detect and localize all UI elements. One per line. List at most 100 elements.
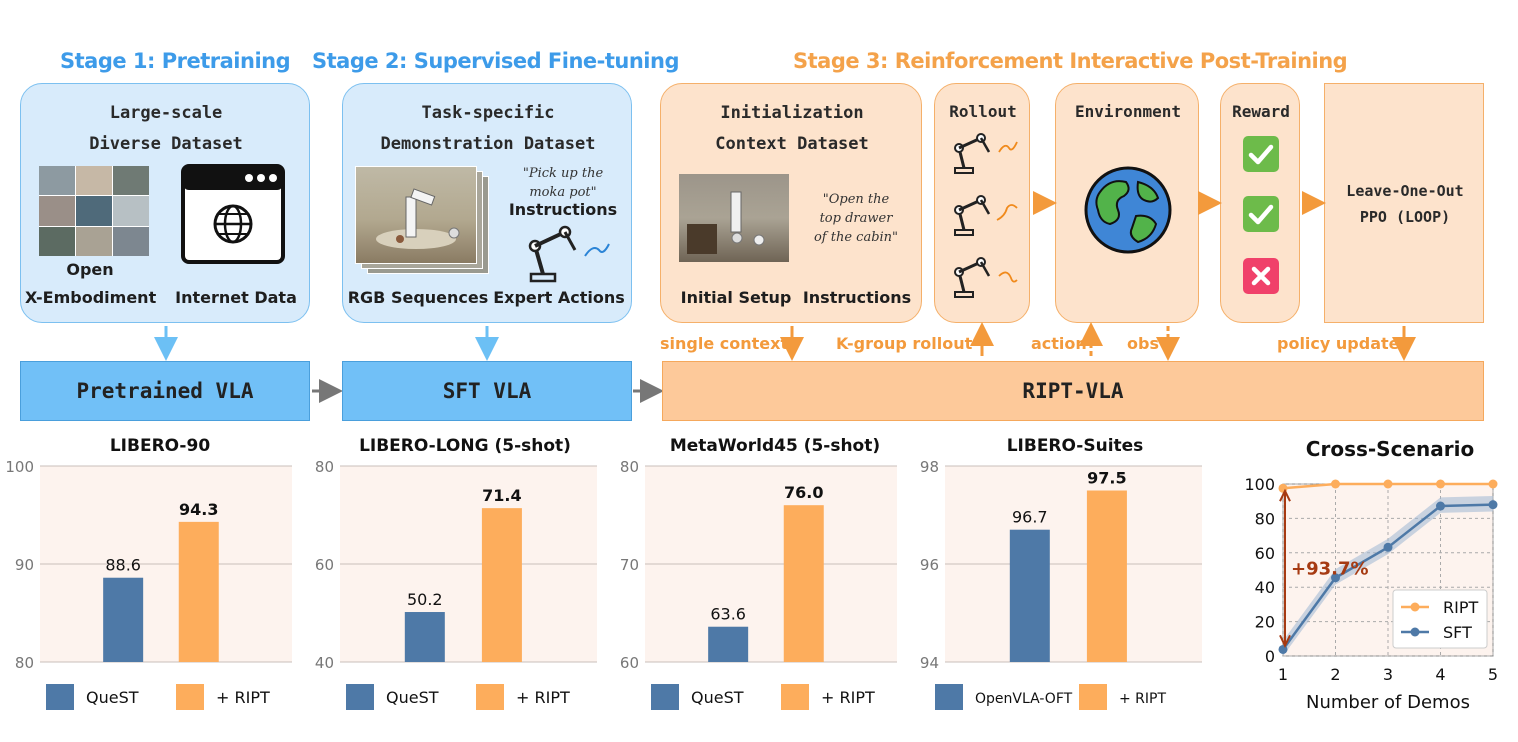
rgb-frame-front bbox=[355, 166, 477, 264]
bar bbox=[1009, 529, 1050, 662]
bar bbox=[783, 505, 824, 662]
legend-marker bbox=[1410, 627, 1420, 637]
data-point bbox=[1278, 644, 1288, 654]
gain-arrow-head-bottom bbox=[1279, 634, 1291, 648]
internet-browser-icon bbox=[181, 164, 285, 264]
y-tick-label: 70 bbox=[620, 556, 639, 574]
bar bbox=[103, 577, 144, 662]
policy-update-label: policy update bbox=[1277, 334, 1400, 353]
x-tick-label: 1 bbox=[1278, 665, 1288, 684]
k-group-rollout-label: K-group rollout bbox=[836, 334, 973, 353]
legend-marker bbox=[1410, 602, 1420, 612]
robot-arm-scene-icon bbox=[687, 191, 765, 254]
ript-vla-box: RIPT-VLA bbox=[662, 361, 1484, 421]
pretrained-vla-box: Pretrained VLA bbox=[20, 361, 310, 421]
data-point bbox=[1383, 542, 1393, 552]
legend-label: QueST bbox=[691, 688, 744, 707]
init-context-panel: Initialization Context Dataset "Open the… bbox=[660, 83, 922, 323]
loop-panel: Leave-One-Out PPO (LOOP) bbox=[1324, 83, 1484, 323]
loop-label-line1: Leave-One-Out bbox=[1346, 182, 1464, 200]
stage2-instructions-label: Instructions bbox=[508, 200, 618, 219]
open-x-caption-line1: Open bbox=[66, 260, 114, 279]
stage2-panel-title-line2: Demonstration Dataset bbox=[380, 134, 596, 154]
reward-panel: Reward bbox=[1220, 83, 1300, 323]
chart-svg: 40 60 80 50.2 71.4 QueST + RIPT bbox=[315, 458, 597, 710]
open-x-caption-line2: X-Embodiment bbox=[25, 288, 157, 307]
chart-svg: 60 70 80 63.6 76.0 QueST + RIPT bbox=[620, 458, 897, 710]
legend-swatch bbox=[176, 684, 204, 710]
data-point bbox=[1383, 479, 1393, 489]
internet-data-caption: Internet Data bbox=[175, 288, 297, 307]
x-tick-label: 2 bbox=[1330, 665, 1340, 684]
y-tick-label: 96 bbox=[920, 556, 939, 574]
loop-label-line2: PPO (LOOP) bbox=[1359, 208, 1451, 226]
bar bbox=[1086, 490, 1127, 662]
bar-chart-libero-long: LIBERO-LONG (5-shot) 40 60 80 50.2 71.4 QueST… bbox=[300, 430, 605, 742]
stage2-quote-line1: "Pick up the bbox=[522, 166, 604, 181]
expert-actions-caption: Expert Actions bbox=[493, 288, 625, 307]
bar bbox=[708, 626, 749, 662]
data-label: 88.6 bbox=[105, 556, 141, 575]
obs-label: obs bbox=[1127, 334, 1159, 353]
data-point bbox=[1331, 573, 1340, 583]
y-tick-label: 0 bbox=[1265, 647, 1275, 666]
x-tick-label: 4 bbox=[1435, 665, 1445, 684]
y-tick-label: 80 bbox=[15, 654, 34, 672]
legend-swatch bbox=[935, 684, 963, 710]
y-tick-label: 60 bbox=[1255, 544, 1275, 563]
legend-label: + RIPT bbox=[216, 688, 270, 707]
stage1-title: Stage 1: Pretraining bbox=[60, 49, 291, 73]
legend-label: QueST bbox=[86, 688, 139, 707]
earth-globe-icon bbox=[1084, 166, 1172, 254]
legend-swatch bbox=[476, 684, 504, 710]
single-context-label: single context bbox=[660, 334, 789, 353]
y-tick-label: 80 bbox=[620, 458, 639, 476]
legend-swatch bbox=[781, 684, 809, 710]
data-point bbox=[1488, 500, 1498, 510]
check-mark-icon bbox=[1243, 196, 1279, 232]
stage3-title: Stage 3: Reinforcement Interactive Post-… bbox=[793, 49, 1348, 73]
data-label: 97.5 bbox=[1087, 469, 1126, 488]
data-point bbox=[1331, 479, 1340, 489]
check-mark-icon bbox=[1243, 136, 1279, 172]
y-tick-label: 100 bbox=[5, 458, 34, 476]
legend-label: + RIPT bbox=[1119, 691, 1166, 707]
stage2-title: Stage 2: Supervised Fine-tuning bbox=[312, 49, 680, 73]
environment-label: Environment bbox=[1075, 102, 1181, 121]
data-label: 71.4 bbox=[482, 486, 521, 505]
init-instructions-caption: Instructions bbox=[802, 288, 912, 307]
chart-title: LIBERO-90 bbox=[109, 436, 211, 456]
cross-mark-icon bbox=[1243, 258, 1279, 294]
initial-setup-caption: Initial Setup bbox=[680, 288, 792, 307]
gain-arrow-head-top bbox=[1279, 488, 1291, 502]
reward-label: Reward bbox=[1232, 102, 1290, 121]
y-tick-label: 60 bbox=[315, 556, 334, 574]
rollout-label: Rollout bbox=[949, 102, 1017, 121]
bar-chart-metaworld45: MetaWorld45 (5-shot) 60 70 80 63.6 76.0 QueST… bbox=[605, 430, 905, 742]
data-label: 63.6 bbox=[710, 605, 746, 624]
y-tick-label: 40 bbox=[315, 654, 334, 672]
data-label: 50.2 bbox=[407, 590, 443, 609]
y-tick-label: 20 bbox=[1255, 613, 1275, 632]
y-tick-label: 90 bbox=[15, 556, 34, 574]
rollout-panel: Rollout bbox=[934, 83, 1030, 323]
bar-chart-libero-90: LIBERO-90 80 90 100 88.6 94.3 QueST + RIPT bbox=[0, 430, 300, 742]
rollout-robot-arms-icon bbox=[954, 133, 1018, 298]
line-chart-cross-scenario: Cross-Scenario 0 20 40 60 80 100 1 2 3 4 5 Number o… bbox=[1215, 430, 1518, 742]
legend-label: QueST bbox=[386, 688, 439, 707]
environment-panel: Environment bbox=[1055, 83, 1199, 323]
action-label: action bbox=[1031, 334, 1087, 353]
chart-title: LIBERO-Suites bbox=[1006, 436, 1144, 456]
legend-label: + RIPT bbox=[821, 688, 875, 707]
chart-title: LIBERO-LONG (5-shot) bbox=[359, 436, 571, 456]
x-tick-label: 5 bbox=[1488, 665, 1498, 684]
robot-arm-scene-icon bbox=[376, 188, 460, 249]
init-panel-title-line2: Context Dataset bbox=[715, 134, 869, 154]
gain-annotation: +93.7% bbox=[1291, 559, 1369, 580]
y-tick-label: 40 bbox=[1255, 578, 1275, 597]
chart-svg: 80 90 100 88.6 94.3 QueST + RIPT bbox=[5, 458, 292, 710]
open-x-embodiment-collage bbox=[39, 166, 149, 256]
sft-vla-box: SFT VLA bbox=[342, 361, 632, 421]
legend-swatch bbox=[346, 684, 374, 710]
data-label: 94.3 bbox=[179, 500, 218, 519]
